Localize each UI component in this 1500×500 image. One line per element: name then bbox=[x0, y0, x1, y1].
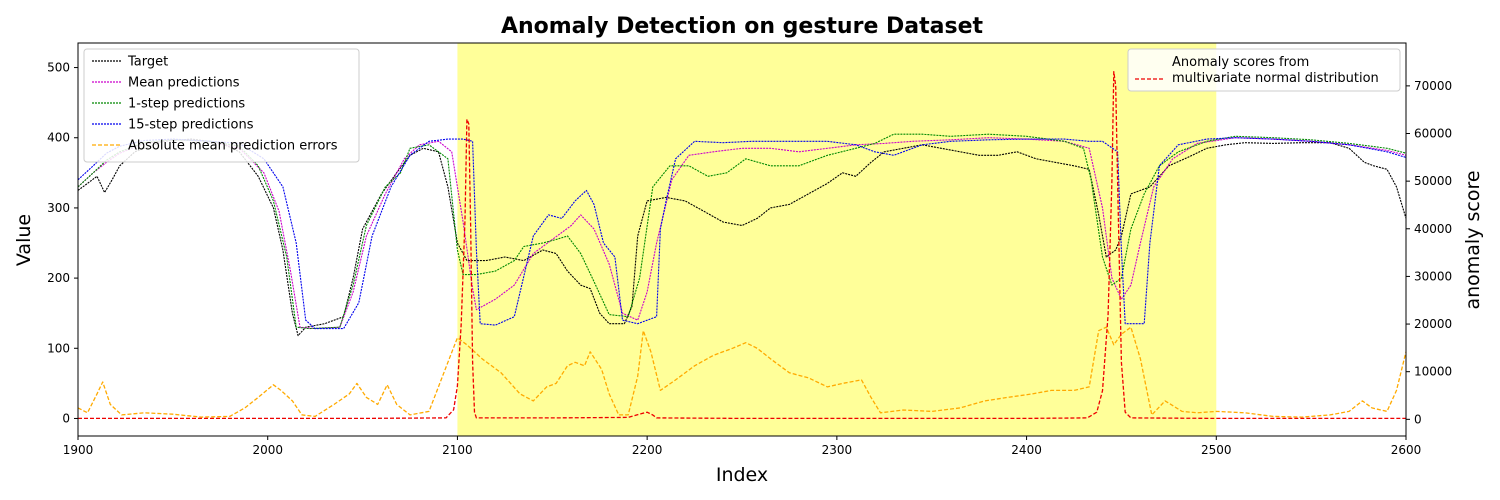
y2-tick-label: 70000 bbox=[1414, 79, 1452, 93]
legend-left: Target Mean predictions 1-step predictions… bbox=[83, 48, 360, 163]
x-axis-label: Index bbox=[716, 464, 768, 486]
y2-tick-label: 30000 bbox=[1414, 269, 1452, 283]
y-tick-label: 400 bbox=[47, 131, 70, 145]
series-line-5 bbox=[78, 70, 1406, 420]
y2-tick-label: 10000 bbox=[1414, 365, 1452, 379]
legend-left-label-2: 1-step predictions bbox=[128, 97, 245, 112]
series-line-4 bbox=[77, 326, 1407, 418]
legend-right-box bbox=[1127, 48, 1401, 92]
legend-left-label-4: Absolute mean prediction errors bbox=[128, 139, 338, 154]
chart-title: Anomaly Detection on gesture Dataset bbox=[501, 14, 984, 39]
plot-frame bbox=[77, 42, 1407, 437]
x-tick-label: 2300 bbox=[822, 443, 853, 457]
x-tick-label: 2400 bbox=[1011, 443, 1042, 457]
x-axis-ticks: 1900 2000 2100 2200 2300 2400 2500 2600 bbox=[63, 436, 1422, 457]
series-line-0 bbox=[77, 138, 1407, 337]
y-axis-label-right: anomaly score bbox=[1462, 170, 1484, 309]
x-tick-label: 2100 bbox=[442, 443, 473, 457]
legend-left-box bbox=[83, 48, 360, 163]
y-tick-label: 300 bbox=[47, 201, 70, 215]
x-tick-label: 2600 bbox=[1391, 443, 1422, 457]
y2-tick-label: 60000 bbox=[1414, 127, 1452, 141]
y2-tick-label: 0 bbox=[1414, 412, 1422, 426]
y2-tick-label: 50000 bbox=[1414, 174, 1452, 188]
legend-right-label-0: Anomaly scores from multivariate normal d… bbox=[1172, 55, 1379, 86]
y-tick-label: 100 bbox=[47, 341, 70, 355]
legend-left-label-0: Target bbox=[127, 55, 168, 70]
series-line-1 bbox=[77, 137, 1407, 330]
legend-left-label-1: Mean predictions bbox=[128, 76, 240, 91]
y-axis-ticks-right: 0 10000 20000 30000 40000 50000 60000 70000 bbox=[1406, 79, 1452, 426]
y-tick-label: 500 bbox=[47, 61, 70, 75]
series-layer bbox=[77, 70, 1407, 420]
legend-left-label-3: 15-step predictions bbox=[128, 118, 254, 133]
y2-tick-label: 20000 bbox=[1414, 317, 1452, 331]
x-tick-label: 2000 bbox=[252, 443, 283, 457]
y-tick-label: 200 bbox=[47, 271, 70, 285]
y2-tick-label: 40000 bbox=[1414, 222, 1452, 236]
y-axis-label: Value bbox=[13, 214, 35, 266]
highlight-region bbox=[457, 43, 1217, 436]
x-tick-label: 2200 bbox=[632, 443, 663, 457]
legend-right: Anomaly scores from multivariate normal d… bbox=[1127, 48, 1401, 92]
x-tick-label: 2500 bbox=[1201, 443, 1232, 457]
series-line-3 bbox=[77, 137, 1407, 330]
x-tick-label: 1900 bbox=[63, 443, 94, 457]
y-axis-ticks-left: 0 100 200 300 400 500 bbox=[47, 61, 78, 425]
y-tick-label: 0 bbox=[62, 411, 70, 425]
